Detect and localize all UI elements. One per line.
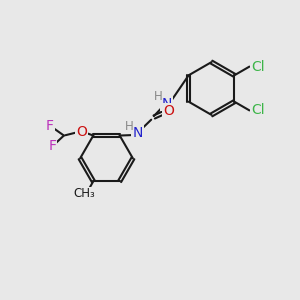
- Text: H: H: [125, 120, 134, 133]
- Text: F: F: [48, 139, 56, 153]
- Text: N: N: [161, 97, 172, 110]
- Text: Cl: Cl: [251, 103, 265, 117]
- Text: Cl: Cl: [251, 60, 265, 74]
- Text: CH₃: CH₃: [74, 188, 95, 200]
- Text: O: O: [76, 125, 87, 139]
- Text: N: N: [132, 126, 142, 140]
- Text: H: H: [154, 90, 163, 104]
- Text: O: O: [164, 104, 174, 118]
- Text: F: F: [46, 119, 54, 133]
